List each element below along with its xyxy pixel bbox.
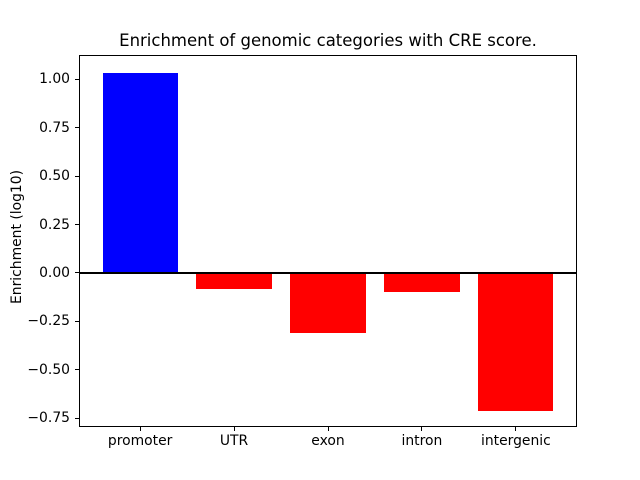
x-tick-mark (233, 426, 235, 431)
x-tick-label-intron: intron (401, 433, 443, 449)
y-tick-label: −0.25 (27, 313, 70, 330)
y-tick-mark (75, 320, 80, 322)
x-tick-label-UTR: UTR (219, 433, 249, 449)
y-tick-mark (75, 369, 80, 371)
x-tick-label-promoter: promoter (107, 433, 173, 449)
x-tick-mark (139, 426, 141, 431)
x-tick-mark (421, 426, 423, 431)
y-tick-label: 0.75 (39, 119, 70, 136)
y-tick-mark (75, 78, 80, 80)
bar-intron (384, 272, 460, 293)
x-tick-label-intergenic: intergenic (480, 433, 551, 449)
bar-intergenic (478, 272, 554, 411)
y-tick-mark (75, 127, 80, 128)
x-tick-label-exon: exon (311, 433, 345, 449)
bar-UTR (196, 272, 272, 289)
x-tick-mark (515, 426, 517, 431)
y-tick-label: −0.50 (27, 361, 70, 378)
plot-area (80, 56, 576, 426)
y-axis-label: Enrichment (log10) (9, 169, 25, 305)
y-tick-label: 1.00 (39, 71, 70, 87)
y-tick-mark (75, 272, 80, 274)
bar-promoter (102, 73, 178, 273)
chart-title: Enrichment of genomic categories with CR… (119, 31, 537, 50)
axes-spines (79, 55, 577, 427)
bar-exon (290, 272, 366, 334)
y-tick-mark (75, 224, 80, 225)
x-tick-mark (327, 426, 329, 431)
zero-line (80, 271, 576, 274)
y-tick-label: 0.00 (39, 264, 70, 281)
y-tick-mark (75, 175, 80, 177)
y-tick-label: 0.50 (39, 168, 70, 184)
y-tick-mark (75, 417, 80, 419)
y-tick-label: −0.75 (27, 410, 70, 427)
y-tick-label: 0.25 (39, 216, 70, 233)
